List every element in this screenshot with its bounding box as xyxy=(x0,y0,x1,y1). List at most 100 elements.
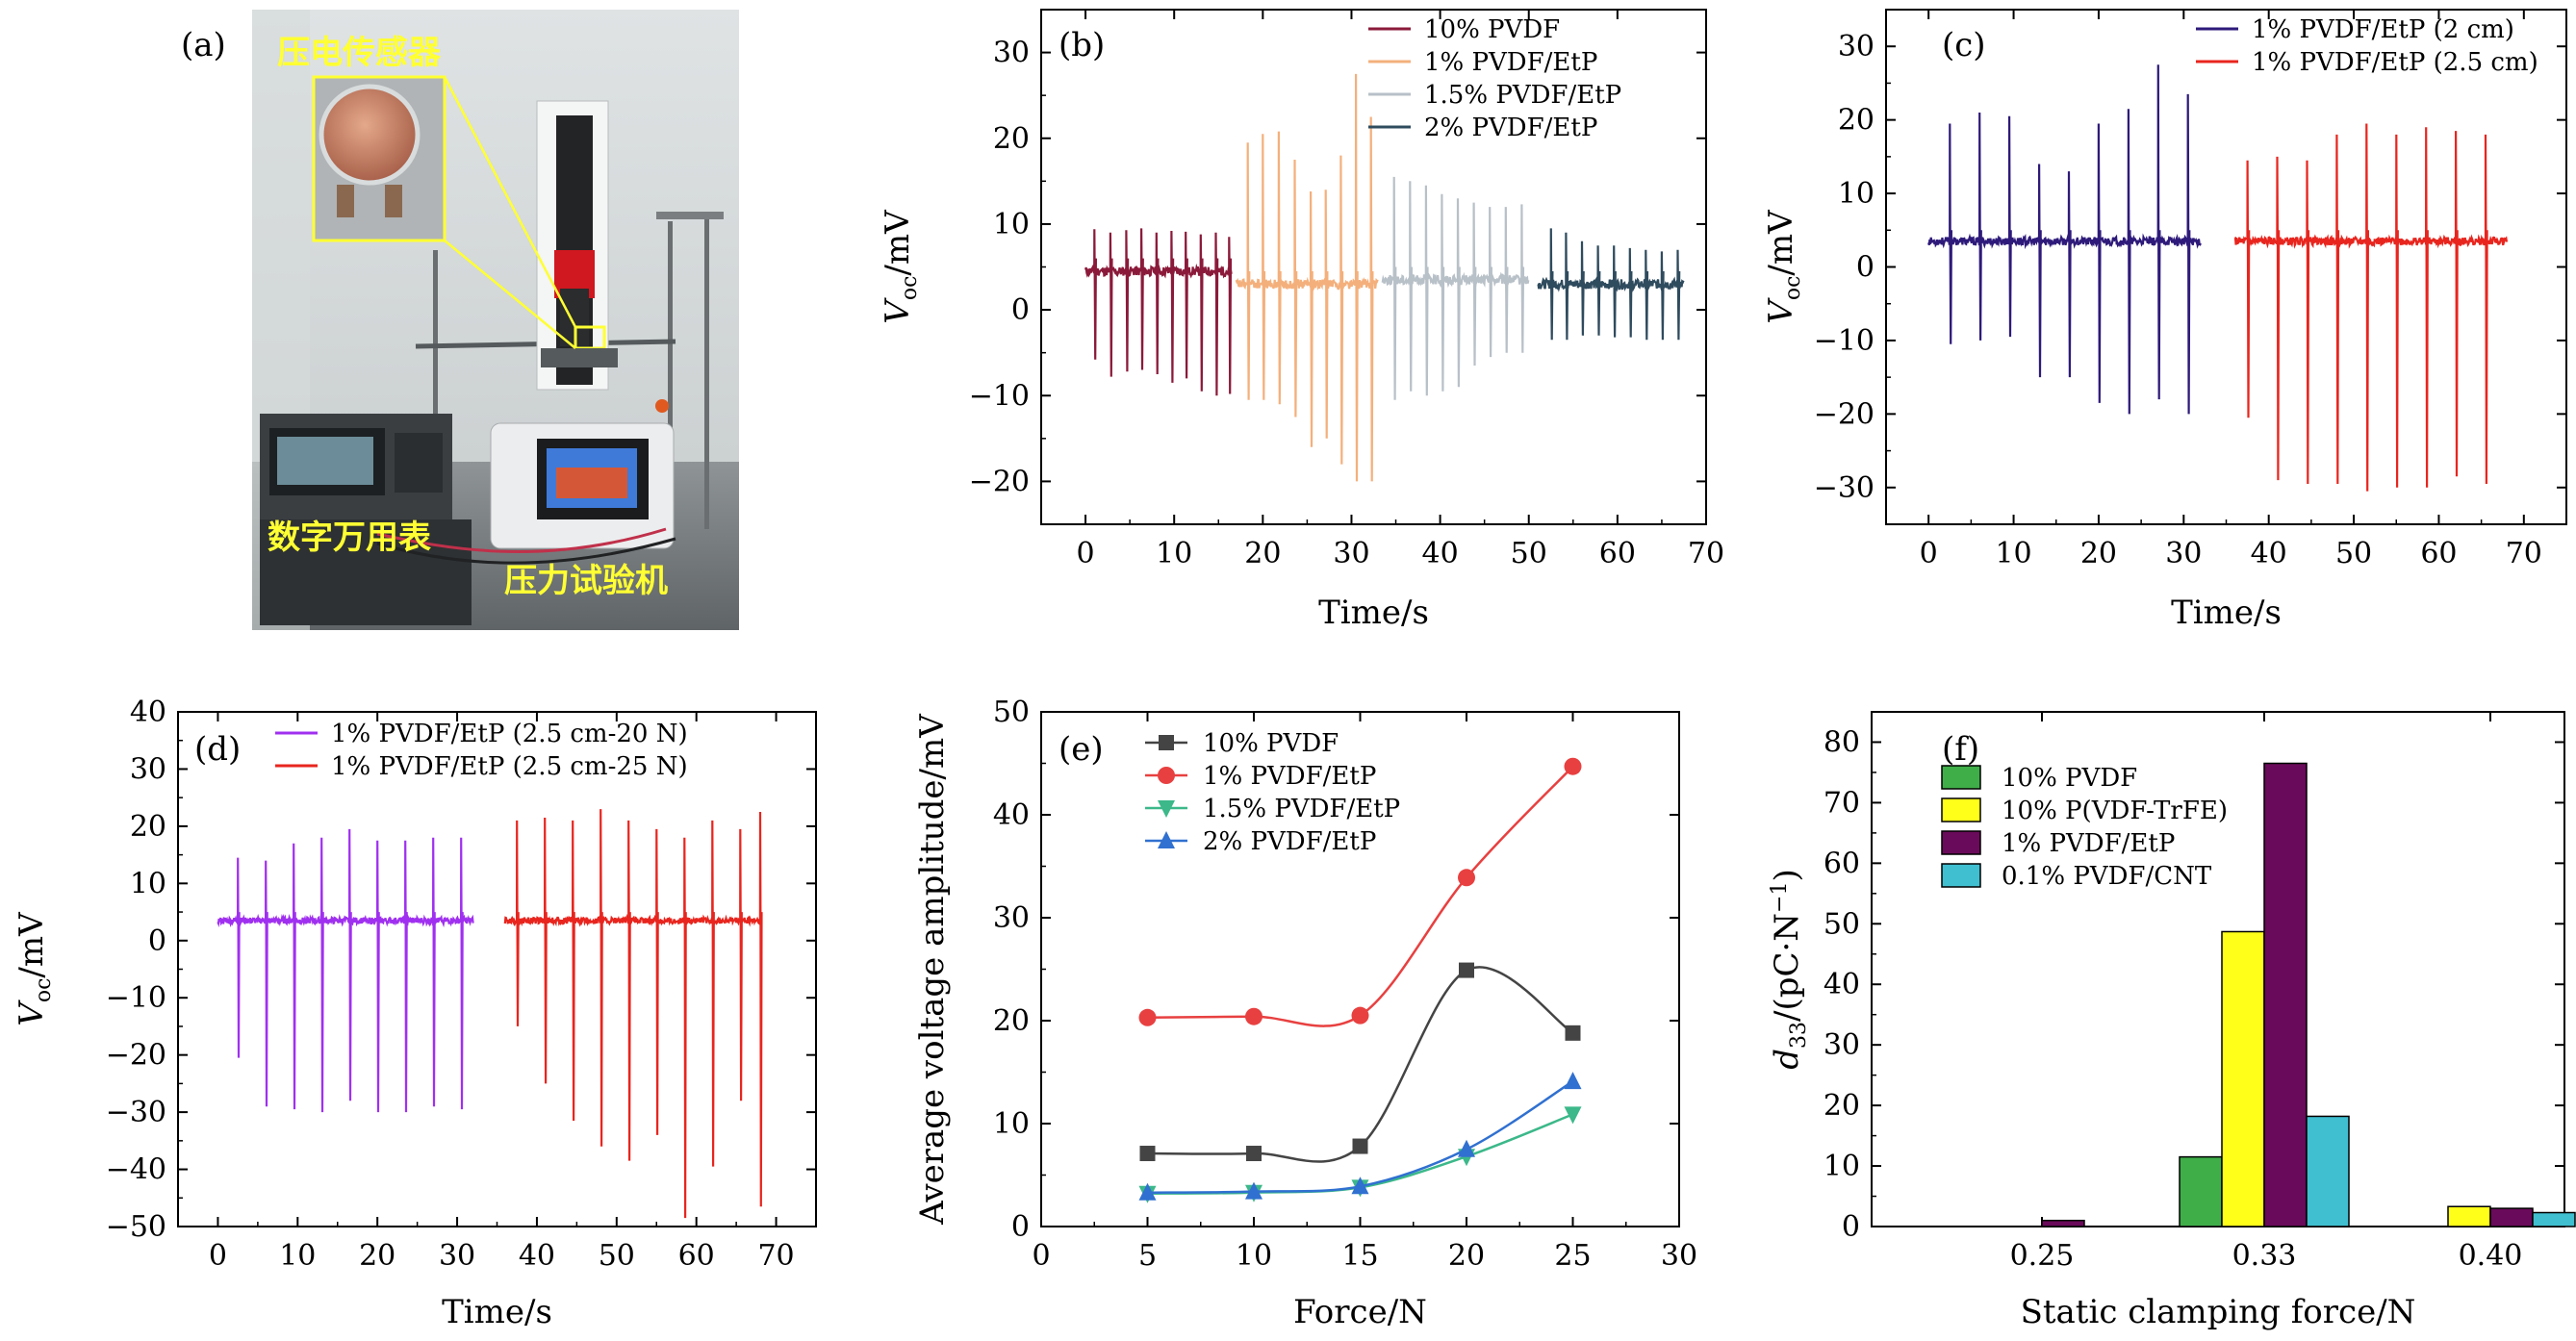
panel-d-legend-label: 1% PVDF/EtP (2.5 cm-25 N) xyxy=(331,752,688,781)
panel-b-xlabel: Time/s xyxy=(1318,594,1429,632)
panel-f-legend-label: 10% P(VDF-TrFE) xyxy=(2002,797,2228,825)
panel-e-point-1-5-pvdf-etp xyxy=(1564,1106,1582,1125)
panel-c-xtick-label: 70 xyxy=(2506,537,2542,570)
panel-f-ytick-label: 10 xyxy=(1824,1150,1860,1183)
photo-label-sensor: 压电传感器 xyxy=(277,34,442,72)
panel-d-ytick-label: −40 xyxy=(106,1153,166,1187)
panel-f-legend-swatch xyxy=(1941,830,1981,855)
panel-b-xtick-label: 70 xyxy=(1688,537,1724,570)
panel-e-xlabel: Force/N xyxy=(1293,1293,1427,1331)
panel-f-bar-0-1-pvdf-cnt xyxy=(2532,1211,2576,1227)
panel-c-xtick-label: 50 xyxy=(2335,537,2372,570)
panel-c-xtick-label: 60 xyxy=(2420,537,2457,570)
panel-c-xtick-label: 10 xyxy=(1995,537,2031,570)
panel-b-xtick-label: 60 xyxy=(1599,537,1636,570)
panel-e-point-1-pvdf-etp xyxy=(1138,1008,1157,1026)
panel-f-ytick-label: 0 xyxy=(1842,1210,1860,1244)
panel-e-xtick-label: 5 xyxy=(1138,1239,1157,1273)
panel-d-xtick-label: 40 xyxy=(519,1239,555,1273)
panel-c-legend-label: 1% PVDF/EtP (2 cm) xyxy=(2252,15,2514,44)
panel-c-ytick-label: −20 xyxy=(1814,397,1875,431)
panel-f-ytick-label: 40 xyxy=(1824,968,1860,1001)
panel-e-legend-marker xyxy=(1158,831,1175,848)
panel-c-series-1-pvdf-etp-2-5-cm- xyxy=(2233,123,2509,492)
photo-label-multimeter: 数字万用表 xyxy=(268,519,431,557)
panel-e-legend-label: 10% PVDF xyxy=(1203,729,1339,758)
panel-e-point-1-pvdf-etp xyxy=(1458,869,1475,887)
panel-e-point-10-pvdf xyxy=(1246,1146,1262,1162)
panel-e-ytick-label: 20 xyxy=(993,1004,1030,1038)
panel-f-bar-1-pvdf-etp xyxy=(2263,762,2308,1227)
panel-b-legend-label: 10% PVDF xyxy=(1424,15,1560,44)
panel-e-legend-label: 1% PVDF/EtP xyxy=(1203,762,1376,791)
panel-e-line-10-pvdf xyxy=(1147,966,1574,1163)
panel-d-xlabel: Time/s xyxy=(442,1293,552,1331)
panel-e-ytick-label: 0 xyxy=(1011,1210,1030,1244)
panel-d-series-1-pvdf-etp-2-5-cm-25-n- xyxy=(503,809,763,1219)
panel-b-ytick-label: 30 xyxy=(993,37,1030,70)
panel-d-ylabel: Voc/mV xyxy=(13,911,56,1026)
panel-c-ytick-label: 30 xyxy=(1838,30,1875,63)
panel-e-xtick-label: 15 xyxy=(1341,1239,1378,1273)
panel-e-legend-label: 1.5% PVDF/EtP xyxy=(1203,795,1400,823)
panel-b-xtick-label: 30 xyxy=(1333,537,1369,570)
panel-b-series-1-5-pvdf-etp xyxy=(1381,176,1530,400)
panel-b-xtick-label: 20 xyxy=(1244,537,1281,570)
panel-d-legend-label: 1% PVDF/EtP (2.5 cm-20 N) xyxy=(331,720,688,748)
panel-d-ytick-label: 20 xyxy=(130,810,166,844)
panel-f-xtick-label: 0.40 xyxy=(2459,1239,2523,1273)
panel-f-legend-swatch xyxy=(1941,797,1981,822)
panel-c-ytick-label: −30 xyxy=(1814,471,1875,505)
panel-e-point-10-pvdf xyxy=(1459,962,1474,978)
panel-e-xtick-label: 10 xyxy=(1236,1239,1272,1273)
panel-f-legend-swatch xyxy=(1941,765,1981,790)
panel-d-xtick-label: 30 xyxy=(439,1239,475,1273)
panel-f-xtick-label: 0.25 xyxy=(2010,1239,2075,1273)
panel-f-ytick-label: 70 xyxy=(1824,786,1860,820)
panel-e-legend-label: 2% PVDF/EtP xyxy=(1203,827,1376,856)
panel-c-ytick-label: 10 xyxy=(1838,177,1875,211)
panel-e-point-10-pvdf xyxy=(1565,1025,1581,1041)
panel-b-ylabel: Voc/mV xyxy=(879,209,922,324)
panel-b-xtick-label: 10 xyxy=(1156,537,1192,570)
panel-e-xtick-label: 30 xyxy=(1661,1239,1697,1273)
panel-f-legend-swatch xyxy=(1941,863,1981,888)
panel-c-series-1-pvdf-etp-2-cm- xyxy=(1927,64,2202,415)
panel-f-legend-label: 10% PVDF xyxy=(2002,764,2137,793)
panel-b-xtick-label: 40 xyxy=(1422,537,1459,570)
panel-e-line-2-pvdf-etp xyxy=(1147,1080,1574,1194)
photo-label-tester: 压力试验机 xyxy=(504,562,668,600)
panel-c-xtick-label: 20 xyxy=(2080,537,2117,570)
panel-b-series-10-pvdf xyxy=(1084,228,1233,396)
panel-e-point-2-pvdf-etp xyxy=(1351,1177,1369,1195)
panel-e-point-1-pvdf-etp xyxy=(1351,1006,1369,1025)
panel-c-legend-label: 1% PVDF/EtP (2.5 cm) xyxy=(2252,48,2538,77)
panel-b-series-1-pvdf-etp xyxy=(1235,73,1379,482)
panel-e-point-10-pvdf xyxy=(1139,1146,1156,1162)
panel-f-ytick-label: 60 xyxy=(1824,847,1860,880)
panel-e-point-2-pvdf-etp xyxy=(1245,1181,1262,1200)
panel-c-frame xyxy=(1885,9,2567,525)
panel-b-ytick-label: 10 xyxy=(993,208,1030,241)
panel-d-xtick-label: 10 xyxy=(279,1239,316,1273)
panel-c-xtick-label: 0 xyxy=(1920,537,1938,570)
panel-d-ytick-label: −10 xyxy=(106,981,166,1015)
panel-d-xtick-label: 70 xyxy=(757,1239,794,1273)
panel-b-legend-label: 2% PVDF/EtP xyxy=(1424,114,1597,142)
panel-f-xtick-label: 0.33 xyxy=(2232,1239,2297,1273)
panel-c-xtick-label: 30 xyxy=(2165,537,2202,570)
panel-d-xtick-label: 20 xyxy=(359,1239,395,1273)
panel-d-ytick-label: 40 xyxy=(130,696,166,729)
panel-e-legend-marker xyxy=(1159,735,1174,750)
panel-e-ytick-label: 40 xyxy=(993,798,1030,832)
panel-c-ylabel: Voc/mV xyxy=(1762,209,1805,324)
panel-c-xlabel: Time/s xyxy=(2171,594,2282,632)
panel-e-ytick-label: 30 xyxy=(993,901,1030,935)
panel-b-ytick-label: 20 xyxy=(993,122,1030,156)
panel-f-ytick-label: 20 xyxy=(1824,1089,1860,1123)
panel-e-xtick-label: 25 xyxy=(1554,1239,1591,1273)
panel-d-ytick-label: 10 xyxy=(130,867,166,900)
panel-d-ytick-label: −30 xyxy=(106,1096,166,1129)
panel-f-ytick-label: 50 xyxy=(1824,907,1860,941)
